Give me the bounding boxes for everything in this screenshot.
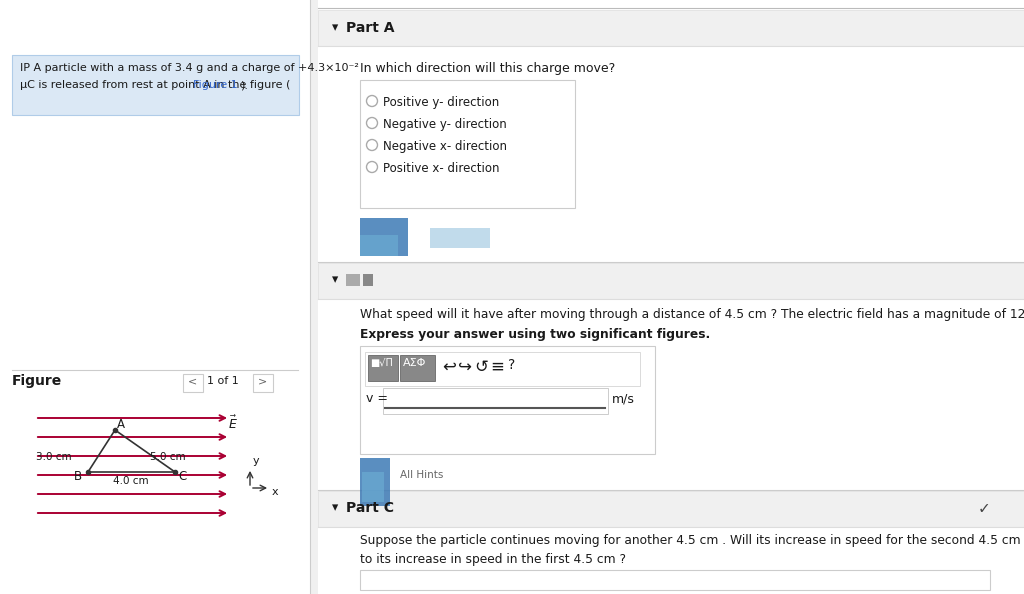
Text: ↩: ↩	[442, 358, 456, 376]
Text: Negative x- direction: Negative x- direction	[383, 140, 507, 153]
Text: ■√Π: ■√Π	[370, 358, 393, 368]
Text: What speed will it have after moving through a distance of 4.5 cm ? The electric: What speed will it have after moving thr…	[360, 308, 1024, 321]
Bar	[360, 218, 408, 256]
Text: ≡: ≡	[490, 358, 504, 376]
Text: Part C: Part C	[346, 501, 394, 515]
Text: v =: v =	[366, 392, 388, 405]
Text: >: >	[258, 376, 267, 386]
Text: $\vec{E}$: $\vec{E}$	[228, 415, 238, 432]
Text: B: B	[74, 470, 82, 483]
Text: ).: ).	[240, 80, 248, 90]
Bar	[0, 0, 310, 594]
Text: In which direction will this charge move?: In which direction will this charge move…	[360, 62, 615, 75]
Text: ?: ?	[508, 358, 515, 372]
Text: ↪: ↪	[458, 358, 472, 376]
Text: Figure: Figure	[12, 374, 62, 388]
Text: ✓: ✓	[977, 501, 990, 516]
Bar	[12, 55, 299, 115]
Text: <: <	[188, 376, 198, 386]
Text: to its increase in speed in the first 4.5 cm ?: to its increase in speed in the first 4.…	[360, 553, 626, 566]
Bar	[362, 274, 373, 286]
Text: ▾: ▾	[332, 501, 338, 514]
Bar	[430, 228, 490, 248]
Text: ▾: ▾	[332, 273, 338, 286]
Text: 5.0 cm: 5.0 cm	[150, 452, 185, 462]
Text: Positive y- direction: Positive y- direction	[383, 96, 500, 109]
Bar	[360, 80, 575, 208]
Bar	[360, 235, 398, 256]
Text: A: A	[117, 418, 125, 431]
Text: Positive x- direction: Positive x- direction	[383, 162, 500, 175]
Text: m/s: m/s	[612, 392, 635, 405]
Text: Part A: Part A	[346, 21, 394, 35]
Bar	[346, 274, 360, 286]
Bar	[360, 458, 390, 506]
Text: AΣΦ: AΣΦ	[403, 358, 426, 368]
Text: 3.0 cm: 3.0 cm	[37, 452, 72, 462]
Bar	[365, 352, 640, 386]
Bar	[400, 355, 435, 381]
Bar	[318, 0, 1024, 594]
Text: 4.0 cm: 4.0 cm	[114, 476, 148, 486]
Text: IP A particle with a mass of 3.4 g and a charge of +4.3×10⁻²: IP A particle with a mass of 3.4 g and a…	[20, 63, 358, 73]
Text: μC is released from rest at point A in the figure (: μC is released from rest at point A in t…	[20, 80, 291, 90]
Bar	[383, 388, 608, 414]
Bar	[183, 374, 203, 392]
Text: All Hints: All Hints	[400, 470, 443, 480]
Text: ↺: ↺	[474, 358, 487, 376]
Text: C: C	[178, 470, 186, 483]
Text: Suppose the particle continues moving for another 4.5 cm . Will its increase in : Suppose the particle continues moving fo…	[360, 534, 1024, 547]
Bar	[362, 472, 384, 502]
Text: x: x	[272, 487, 279, 497]
Text: ▾: ▾	[332, 21, 338, 34]
Bar	[253, 374, 273, 392]
Text: y: y	[253, 456, 260, 466]
Text: 1 of 1: 1 of 1	[207, 376, 239, 386]
Bar	[318, 263, 1024, 299]
Bar	[318, 10, 1024, 46]
Text: Figure 1: Figure 1	[193, 80, 238, 90]
Bar	[318, 491, 1024, 527]
Text: Negative y- direction: Negative y- direction	[383, 118, 507, 131]
Bar	[360, 346, 655, 454]
Bar	[368, 355, 398, 381]
Bar	[360, 570, 990, 590]
Text: Express your answer using two significant figures.: Express your answer using two significan…	[360, 328, 711, 341]
